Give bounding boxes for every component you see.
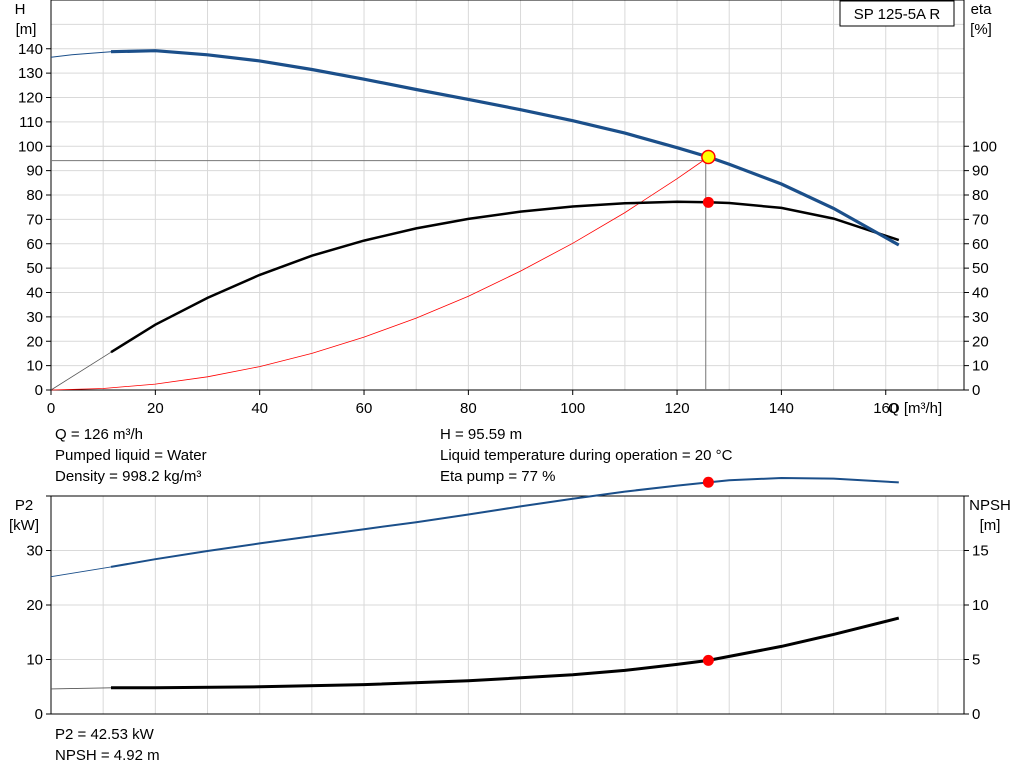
head-axis-tick-label: 130: [18, 65, 43, 82]
flow-axis-tick-label: 160: [873, 400, 898, 417]
info-flow: Q = 126 m³/h: [55, 426, 143, 443]
flow-axis-tick-label: 100: [560, 400, 585, 417]
eta-curve: [110, 200, 900, 354]
npsh-axis-tick-label: 15: [972, 543, 989, 560]
eta-axis-tick-label: 40: [972, 285, 989, 302]
eta-axis-tick-label: 80: [972, 187, 989, 204]
npsh-axis-tick-label: 0: [972, 706, 980, 723]
info-head: H = 95.59 m: [440, 426, 523, 443]
head-axis-tick-label: 140: [18, 41, 43, 58]
eta-axis-tick-label: 10: [972, 358, 989, 375]
info-liquid: Pumped liquid = Water: [55, 447, 207, 464]
head-axis-ticks: 0 10 20 30 40 50 60 70 80 90 100 110 120 130 140: [18, 41, 51, 399]
head-axis-tick-label: 60: [26, 236, 43, 253]
eta-axis-tick-label: 30: [972, 309, 989, 326]
flow-axis-tick-label: 40: [251, 400, 268, 417]
model-label: SP 125-5A R: [854, 6, 941, 23]
head-duty-marker: [701, 149, 716, 165]
head-axis-tick-label: 30: [26, 309, 43, 326]
p2-axis-tick-label: 30: [26, 543, 43, 560]
npsh-curve: [111, 616, 900, 690]
eta-axis-tick-label: 0: [972, 382, 980, 399]
npsh-axis-label: NPSH: [969, 497, 1011, 514]
system-curve: [50, 156, 709, 391]
info-p2: P2 = 42.53 kW: [55, 726, 154, 743]
flow-axis-tick-label: 60: [356, 400, 373, 417]
top-curves: [50, 49, 900, 391]
eta-duty-marker: [702, 196, 714, 208]
model-label-box: [839, 0, 955, 27]
bottom-curves: [50, 476, 900, 690]
info-eta: Eta pump = 77 %: [440, 468, 556, 485]
npsh-axis-tick-label: 10: [972, 597, 989, 614]
head-axis-label: H: [15, 1, 26, 18]
head-axis-tick-label: 100: [18, 138, 43, 155]
p2-axis-ticks: 0 10 20 30: [26, 495, 51, 723]
info-density: Density = 998.2 kg/m³: [55, 468, 202, 485]
head-curve: [110, 49, 900, 247]
eta-axis-label: eta: [971, 1, 993, 18]
npsh-axis-tick-label: 5: [972, 652, 980, 669]
head-curve-extension: [50, 51, 112, 58]
flow-axis-tick-label: 20: [147, 400, 164, 417]
head-axis-tick-label: 110: [19, 114, 43, 131]
p2-duty-marker: [702, 476, 714, 488]
head-efficiency-chart: 0 10 20 30 40 50 60 70 80 90 100 110 120 130 140 0 10 20…: [15, 0, 997, 417]
p2-axis-tick-label: 0: [35, 706, 43, 723]
eta-curve-extension: [50, 351, 112, 391]
head-axis-tick-label: 20: [26, 333, 43, 350]
eta-axis-tick-label: 20: [972, 333, 989, 350]
head-axis-tick-label: 80: [26, 187, 43, 204]
p2-axis-label: P2: [15, 497, 33, 514]
p2-curve: [110, 476, 899, 568]
p2-axis-tick-label: 20: [26, 597, 43, 614]
p2-axis-unit: [kW]: [9, 517, 39, 534]
eta-axis-unit: [%]: [970, 21, 992, 38]
flow-axis-tick-label: 120: [665, 400, 690, 417]
p2-axis-tick-label: 10: [26, 652, 43, 669]
npsh-axis-ticks: 0 5 10 15: [964, 495, 989, 723]
flow-axis-tick-label: 140: [769, 400, 794, 417]
head-axis-tick-label: 70: [26, 211, 43, 228]
top-duty-markers: [701, 149, 716, 208]
npsh-axis-unit: [m]: [980, 517, 1001, 534]
eta-axis-tick-label: 50: [972, 260, 989, 277]
info-npsh: NPSH = 4.92 m: [55, 747, 160, 764]
eta-axis-tick-label: 60: [972, 236, 989, 253]
eta-axis-tick-label: 90: [972, 163, 989, 180]
npsh-curve-extension: [50, 687, 112, 690]
flow-axis-tick-label: 80: [460, 400, 477, 417]
info-temperature: Liquid temperature during operation = 20…: [440, 447, 733, 464]
head-axis-unit: [m]: [16, 21, 37, 38]
p2-curve-extension: [50, 566, 112, 578]
head-axis-tick-label: 50: [26, 260, 43, 277]
head-axis-tick-label: 120: [18, 90, 43, 107]
top-grid: [51, 0, 964, 390]
head-axis-tick-label: 90: [26, 163, 43, 180]
head-axis-tick-label: 40: [26, 285, 43, 302]
eta-axis-tick-label: 100: [972, 138, 997, 155]
eta-axis-ticks: 0 10 20 30 40 50 60 70 80 90 100: [964, 138, 997, 399]
flow-axis-ticks: 0 20 40 60 80 100 120 140 160: [47, 390, 898, 417]
flow-axis-tick-label: 0: [47, 400, 55, 417]
npsh-duty-marker: [702, 654, 714, 666]
power-npsh-chart: 0 10 20 30 0 5 10 15 P2 [kW] NPSH [m]: [9, 476, 1011, 723]
flow-axis-label: Q [m³/h]: [888, 400, 942, 417]
eta-axis-tick-label: 70: [972, 211, 989, 228]
bottom-duty-markers: [702, 476, 714, 666]
bottom-grid: [51, 495, 964, 714]
head-axis-tick-label: 0: [35, 382, 43, 399]
head-axis-tick-label: 10: [26, 358, 43, 375]
